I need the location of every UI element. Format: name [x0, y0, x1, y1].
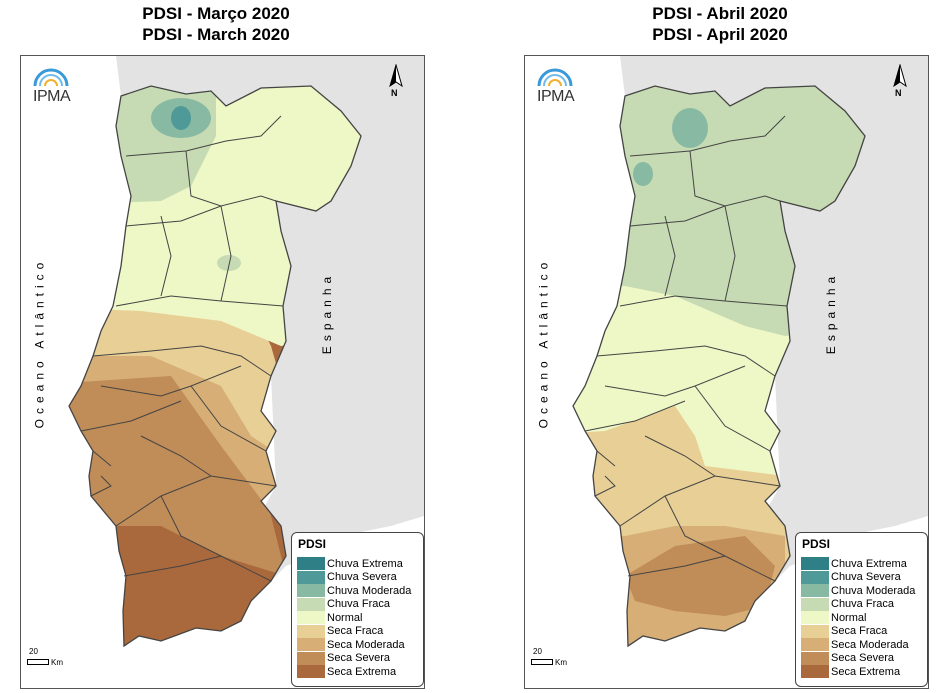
legend-swatch: [801, 611, 829, 625]
legend-swatch: [297, 624, 325, 638]
legend-swatch: [297, 584, 325, 598]
district-boundaries-march: [68, 85, 362, 648]
legend-swatch: [297, 557, 325, 571]
legend-item: Chuva Fraca: [801, 597, 915, 612]
legend-item: Chuva Moderada: [297, 584, 411, 598]
legend-item: Normal: [297, 611, 411, 625]
legend-swatch: [297, 638, 325, 652]
legend-title: PDSI: [802, 537, 831, 551]
legend-swatch: [801, 570, 829, 584]
legend-list: Chuva Extrema Chuva Severa Chuva Moderad…: [801, 557, 915, 679]
legend-item: Seca Severa: [801, 651, 915, 666]
title-pt-march: PDSI - Março 2020: [142, 4, 290, 23]
legend-item: Seca Fraca: [297, 624, 411, 639]
legend-swatch: [801, 584, 829, 598]
legend-item: Chuva Severa: [801, 570, 915, 585]
legend-swatch: [297, 611, 325, 625]
legend-item: Seca Moderada: [801, 638, 915, 652]
logo-text: IPMA: [33, 88, 71, 105]
ipma-arc-icon: [33, 68, 69, 87]
ocean-label: Oceano Atlântico: [32, 257, 47, 429]
scale-unit: Km: [555, 658, 567, 667]
legend-item: Seca Fraca: [801, 624, 915, 639]
legend-item: Chuva Extrema: [801, 557, 915, 571]
legend-list: Chuva Extrema Chuva Severa Chuva Moderad…: [297, 557, 411, 679]
legend-item: Chuva Fraca: [297, 597, 411, 612]
north-label: N: [895, 88, 902, 98]
spain-landmass: [116, 56, 424, 631]
legend-swatch: [801, 624, 829, 638]
map-panel-april: IPMA N Oceano Atlântico Espanha 20 Km PD…: [524, 55, 929, 689]
legend-item: Chuva Severa: [297, 570, 411, 585]
scale-unit: Km: [51, 658, 63, 667]
title-pt-april: PDSI - Abril 2020: [652, 4, 788, 23]
spain-landmass: [620, 56, 928, 631]
legend-swatch: [801, 557, 829, 571]
legend-swatch: [801, 638, 829, 652]
legend-swatch: [801, 665, 829, 679]
legend-item: Chuva Extrema: [297, 557, 411, 571]
legend-swatch: [297, 597, 325, 611]
map-canvas-march: [68, 56, 424, 648]
map-panel-march: IPMA N Oceano Atlântico Espanha 20 Km PD…: [20, 55, 425, 689]
district-boundaries-april: [572, 85, 866, 648]
ocean-label: Oceano Atlântico: [536, 257, 551, 429]
legend-swatch: [801, 597, 829, 611]
north-arrow-icon: N: [891, 63, 909, 100]
legend-item: Seca Moderada: [297, 638, 411, 652]
map-canvas-april: [572, 56, 928, 648]
title-en-april: PDSI - April 2020: [652, 25, 788, 44]
scale-value: 20: [533, 647, 542, 656]
legend-swatch: [801, 651, 829, 665]
legend-swatch: [297, 651, 325, 665]
legend-item: Chuva Moderada: [801, 584, 915, 598]
spain-label: Espanha: [320, 271, 335, 355]
ipma-arc-icon: [537, 68, 573, 87]
map-title-april: PDSI - Abril 2020 PDSI - April 2020: [570, 3, 870, 45]
legend-item: Normal: [801, 611, 915, 625]
ipma-logo: IPMA: [533, 64, 577, 105]
legend-item: Seca Severa: [297, 651, 411, 666]
scale-value: 20: [29, 647, 38, 656]
north-label: N: [391, 88, 398, 98]
legend-swatch: [297, 570, 325, 584]
legend-item: Seca Extrema: [297, 665, 411, 679]
title-en-march: PDSI - March 2020: [142, 25, 290, 44]
map-title-march: PDSI - Março 2020 PDSI - March 2020: [66, 3, 366, 45]
legend-title: PDSI: [298, 537, 327, 551]
legend-march: PDSI Chuva Extrema Chuva Severa Chuva Mo…: [291, 532, 424, 687]
ipma-logo: IPMA: [29, 64, 73, 105]
legend-item: Seca Extrema: [801, 665, 915, 679]
north-arrow-icon: N: [387, 63, 405, 100]
spain-label: Espanha: [824, 271, 839, 355]
logo-text: IPMA: [537, 88, 575, 105]
legend-april: PDSI Chuva Extrema Chuva Severa Chuva Mo…: [795, 532, 928, 687]
legend-swatch: [297, 665, 325, 679]
